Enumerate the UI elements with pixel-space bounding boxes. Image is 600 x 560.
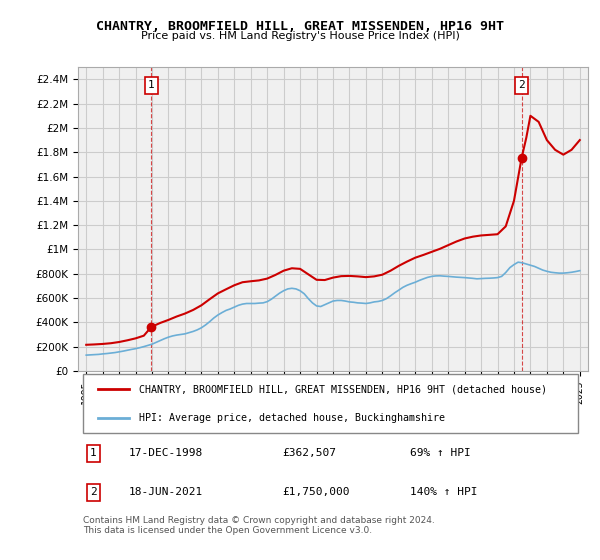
Text: 2: 2	[518, 81, 525, 90]
Text: £1,750,000: £1,750,000	[282, 487, 349, 497]
Text: 2: 2	[90, 487, 97, 497]
Text: 17-DEC-1998: 17-DEC-1998	[129, 448, 203, 458]
Text: 1: 1	[148, 81, 155, 90]
Text: 140% ↑ HPI: 140% ↑ HPI	[409, 487, 477, 497]
Text: 18-JUN-2021: 18-JUN-2021	[129, 487, 203, 497]
Text: £362,507: £362,507	[282, 448, 336, 458]
Text: Contains HM Land Registry data © Crown copyright and database right 2024.
This d: Contains HM Land Registry data © Crown c…	[83, 516, 435, 535]
Text: CHANTRY, BROOMFIELD HILL, GREAT MISSENDEN, HP16 9HT: CHANTRY, BROOMFIELD HILL, GREAT MISSENDE…	[96, 20, 504, 32]
Text: Price paid vs. HM Land Registry's House Price Index (HPI): Price paid vs. HM Land Registry's House …	[140, 31, 460, 41]
FancyBboxPatch shape	[83, 374, 578, 433]
Text: 69% ↑ HPI: 69% ↑ HPI	[409, 448, 470, 458]
Text: HPI: Average price, detached house, Buckinghamshire: HPI: Average price, detached house, Buck…	[139, 413, 445, 423]
Text: CHANTRY, BROOMFIELD HILL, GREAT MISSENDEN, HP16 9HT (detached house): CHANTRY, BROOMFIELD HILL, GREAT MISSENDE…	[139, 384, 547, 394]
Text: 1: 1	[90, 448, 97, 458]
